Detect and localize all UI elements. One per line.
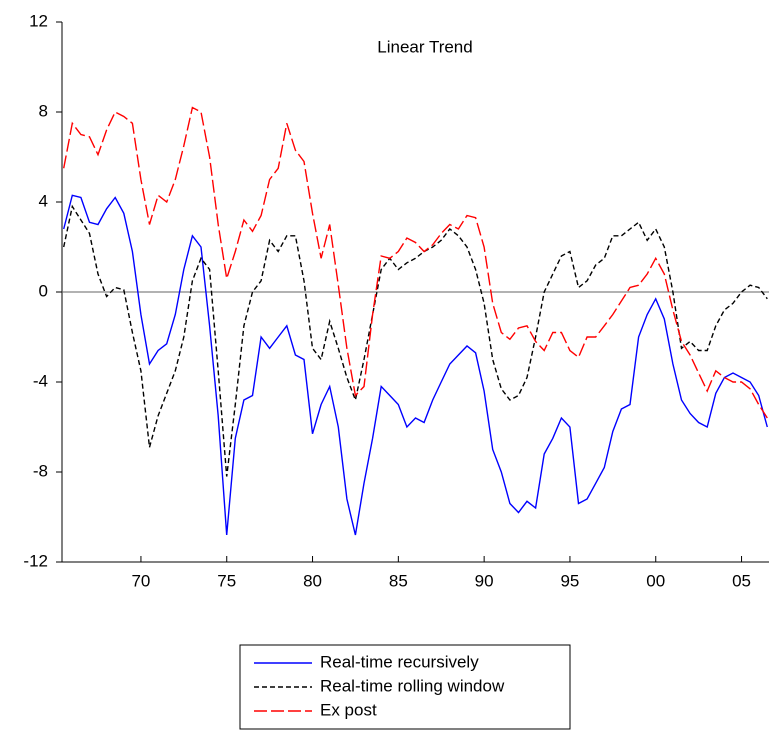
legend-box bbox=[239, 644, 571, 730]
y-tick-label: -4 bbox=[33, 371, 48, 390]
y-tick-label: 12 bbox=[29, 11, 48, 30]
y-tick-label: 8 bbox=[39, 101, 48, 120]
x-tick-label: 05 bbox=[732, 571, 751, 590]
y-tick-label: 0 bbox=[39, 281, 48, 300]
y-tick-label: -12 bbox=[23, 551, 48, 570]
legend-label: Real-time recursively bbox=[320, 652, 479, 671]
x-tick-label: 80 bbox=[303, 571, 322, 590]
legend-label: Real-time rolling window bbox=[320, 676, 505, 695]
series-line bbox=[63, 194, 768, 536]
annotation: Linear Trend bbox=[377, 37, 472, 56]
x-tick-label: 00 bbox=[646, 571, 665, 590]
y-tick-label: 4 bbox=[39, 191, 48, 210]
series-line bbox=[63, 106, 768, 419]
y-tick-label: -8 bbox=[33, 461, 48, 480]
x-tick-label: 95 bbox=[560, 571, 579, 590]
x-tick-label: 70 bbox=[131, 571, 150, 590]
x-tick-label: 90 bbox=[475, 571, 494, 590]
legend-label: Ex post bbox=[320, 700, 377, 719]
x-tick-label: 75 bbox=[217, 571, 236, 590]
x-tick-label: 85 bbox=[389, 571, 408, 590]
series-line bbox=[63, 204, 768, 477]
